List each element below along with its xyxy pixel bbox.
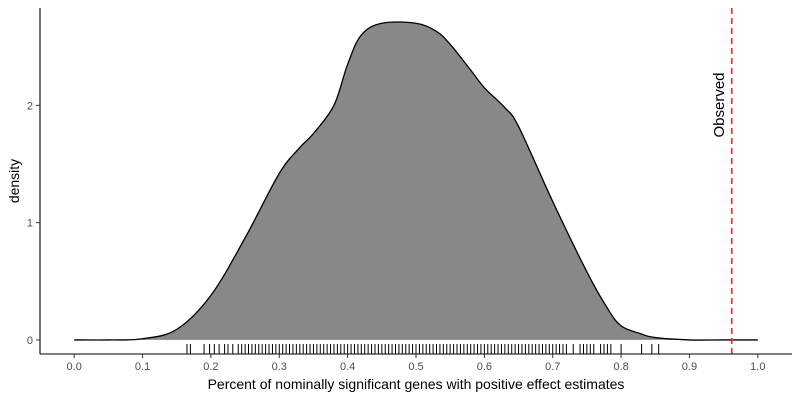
x-tick-label: 0.5 <box>408 361 423 373</box>
x-tick-label: 0.1 <box>135 361 150 373</box>
y-axis-title: density <box>6 159 22 203</box>
x-tick-label: 0.6 <box>477 361 492 373</box>
y-tick-label: 2 <box>27 100 33 112</box>
observed-label: Observed <box>711 72 728 137</box>
rug-layer <box>186 344 660 354</box>
x-tick-label: 0.2 <box>203 361 218 373</box>
x-tick-label: 0.0 <box>67 361 82 373</box>
density-area <box>74 21 758 341</box>
y-axis-ticks: 0 1 2 <box>27 100 40 347</box>
x-tick-label: 0.9 <box>682 361 697 373</box>
x-tick-label: 0.7 <box>545 361 560 373</box>
x-tick-label: 0.4 <box>340 361 355 373</box>
y-tick-label: 0 <box>27 335 33 347</box>
x-tick-label: 0.8 <box>613 361 628 373</box>
x-axis-ticks: 0.0 0.1 0.2 0.3 0.4 0.5 0.6 0.7 0.8 0.9 1.0 <box>67 354 765 373</box>
y-tick-label: 1 <box>27 218 33 230</box>
observed-marker: Observed <box>711 8 733 354</box>
density-outline <box>74 21 758 341</box>
x-axis-title: Percent of nominally significant genes w… <box>208 376 625 392</box>
density-layer <box>74 21 758 341</box>
x-tick-label: 0.3 <box>272 361 287 373</box>
x-tick-label: 1.0 <box>750 361 765 373</box>
